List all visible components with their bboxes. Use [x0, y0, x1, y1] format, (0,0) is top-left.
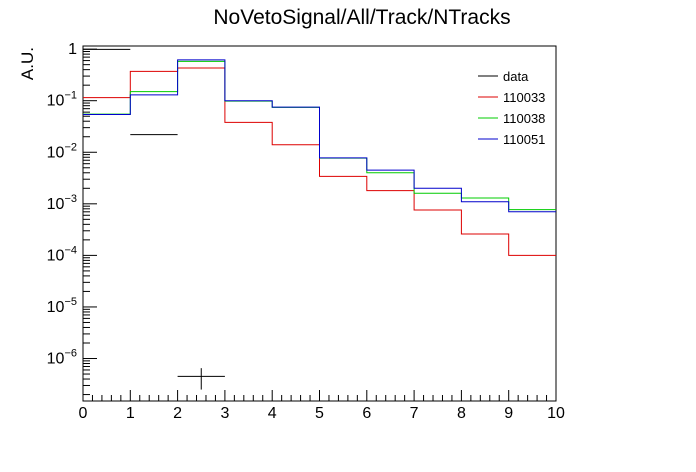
- x-tick-label: 2: [173, 405, 182, 422]
- x-tick-label: 6: [362, 405, 371, 422]
- legend-label-110038: 110038: [503, 111, 545, 126]
- y-tick-label: 1: [68, 41, 77, 58]
- x-tick-label: 9: [504, 405, 513, 422]
- y-tick-label: 10−4: [47, 244, 77, 264]
- y-tick-label: 10−3: [47, 193, 77, 213]
- legend-label-110033: 110033: [503, 90, 545, 105]
- legend: data 110033 110038 110051: [478, 69, 545, 147]
- x-tick-label: 5: [315, 405, 324, 422]
- x-tick-label: 0: [79, 405, 88, 422]
- x-tick-label: 3: [220, 405, 229, 422]
- series-110051-line: [83, 59, 556, 213]
- y-axis-label: A.U.: [18, 47, 37, 80]
- series-110033-line: [83, 67, 556, 256]
- legend-label-110051: 110051: [503, 132, 545, 147]
- y-tick-label: 10−5: [47, 296, 77, 316]
- y-tick-label: 10−6: [47, 348, 77, 368]
- x-tick-label: 7: [410, 405, 419, 422]
- y-tick-label: 10−1: [47, 90, 77, 110]
- x-tick-label: 4: [268, 405, 277, 422]
- legend-label-data: data: [503, 69, 529, 84]
- chart-title: NoVetoSignal/All/Track/NTracks: [213, 6, 510, 29]
- y-tick-label: 10−2: [47, 141, 77, 161]
- x-tick-label: 1: [126, 405, 135, 422]
- series-layer: [83, 48, 556, 390]
- x-tick-label: 10: [547, 405, 565, 422]
- x-tick-label: 8: [457, 405, 466, 422]
- plot-frame: [82, 45, 557, 402]
- axes: 0 1 2 3 4 5 6 7 8 9 10 10−6 10−5 10−4 10−3 10−2 10−1 1: [47, 41, 565, 422]
